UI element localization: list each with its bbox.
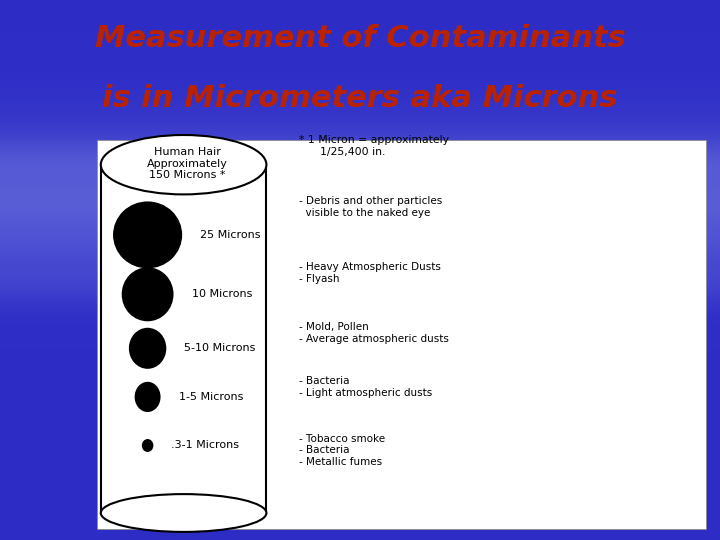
Text: 25 Microns: 25 Microns <box>200 230 261 240</box>
Text: Human Hair
Approximately
150 Microns *: Human Hair Approximately 150 Microns * <box>147 147 228 180</box>
Text: * 1 Micron = approximately
      1/25,400 in.: * 1 Micron = approximately 1/25,400 in. <box>299 135 449 157</box>
Bar <box>97 140 706 529</box>
Text: is in Micrometers aka Microns: is in Micrometers aka Microns <box>102 84 618 113</box>
Text: - Heavy Atmospheric Dusts
- Flyash: - Heavy Atmospheric Dusts - Flyash <box>299 262 441 284</box>
Text: 10 Microns: 10 Microns <box>192 289 252 299</box>
Text: - Debris and other particles
  visible to the naked eye: - Debris and other particles visible to … <box>299 196 442 218</box>
Ellipse shape <box>101 494 266 532</box>
Ellipse shape <box>142 439 153 452</box>
Text: Measurement of Contaminants: Measurement of Contaminants <box>94 24 626 53</box>
Ellipse shape <box>135 382 161 412</box>
Text: 5-10 Microns: 5-10 Microns <box>184 343 256 353</box>
Text: 1-5 Microns: 1-5 Microns <box>179 392 243 402</box>
Ellipse shape <box>101 135 266 194</box>
Text: .3-1 Microns: .3-1 Microns <box>171 441 239 450</box>
Text: - Bacteria
- Light atmospheric dusts: - Bacteria - Light atmospheric dusts <box>299 376 432 398</box>
Bar <box>101 165 266 513</box>
Ellipse shape <box>129 328 166 369</box>
Ellipse shape <box>113 201 182 268</box>
Text: - Mold, Pollen
- Average atmospheric dusts: - Mold, Pollen - Average atmospheric dus… <box>299 322 449 344</box>
Text: - Tobacco smoke
- Bacteria
- Metallic fumes: - Tobacco smoke - Bacteria - Metallic fu… <box>299 434 385 467</box>
Ellipse shape <box>122 267 174 321</box>
